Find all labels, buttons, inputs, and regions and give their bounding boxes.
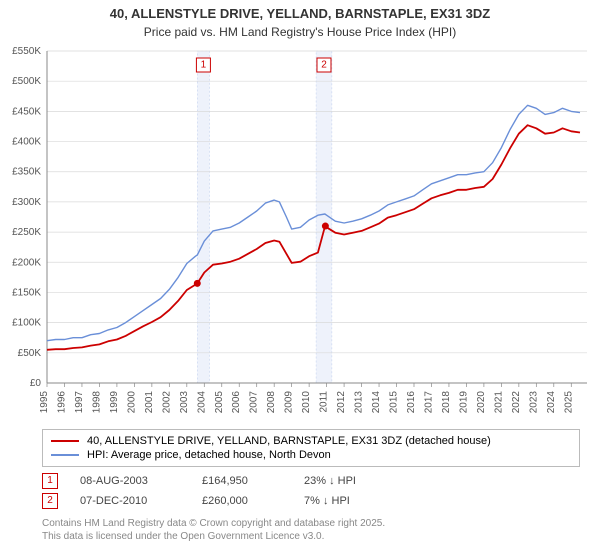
svg-text:1996: 1996 <box>56 390 67 413</box>
footer: Contains HM Land Registry data © Crown c… <box>42 517 580 543</box>
svg-text:2009: 2009 <box>284 390 295 413</box>
svg-text:2000: 2000 <box>126 390 137 413</box>
svg-text:2023: 2023 <box>528 390 539 413</box>
svg-text:1: 1 <box>201 59 207 70</box>
transaction-diff: 7% ↓ HPI <box>304 495 404 507</box>
transaction-table: 1 08-AUG-2003 £164,950 23% ↓ HPI 2 07-DE… <box>42 471 580 511</box>
svg-text:£400K: £400K <box>12 136 41 147</box>
svg-text:£100K: £100K <box>12 318 41 329</box>
transaction-diff: 23% ↓ HPI <box>304 475 404 487</box>
svg-text:2007: 2007 <box>249 390 260 413</box>
chart-title: 40, ALLENSTYLE DRIVE, YELLAND, BARNSTAPL… <box>0 0 600 25</box>
svg-text:2022: 2022 <box>511 390 522 413</box>
svg-text:2013: 2013 <box>354 390 365 413</box>
svg-text:2017: 2017 <box>423 390 434 413</box>
footer-line: This data is licensed under the Open Gov… <box>42 530 580 543</box>
svg-text:2003: 2003 <box>179 390 190 413</box>
svg-text:2006: 2006 <box>231 390 242 413</box>
legend-label: 40, ALLENSTYLE DRIVE, YELLAND, BARNSTAPL… <box>87 435 491 447</box>
svg-text:2011: 2011 <box>319 390 330 412</box>
legend-row: HPI: Average price, detached house, Nort… <box>51 448 571 462</box>
svg-text:2010: 2010 <box>301 390 312 413</box>
svg-text:£350K: £350K <box>12 167 41 178</box>
transaction-marker: 2 <box>42 493 58 509</box>
svg-text:2016: 2016 <box>406 390 417 413</box>
svg-text:2015: 2015 <box>389 390 400 413</box>
svg-text:2002: 2002 <box>161 390 172 413</box>
svg-text:£150K: £150K <box>12 287 41 298</box>
svg-text:£300K: £300K <box>12 197 41 208</box>
legend-row: 40, ALLENSTYLE DRIVE, YELLAND, BARNSTAPL… <box>51 434 571 448</box>
transaction-row: 1 08-AUG-2003 £164,950 23% ↓ HPI <box>42 471 580 491</box>
transaction-price: £164,950 <box>202 475 282 487</box>
transaction-price: £260,000 <box>202 495 282 507</box>
svg-text:£550K: £550K <box>12 46 41 57</box>
svg-text:2020: 2020 <box>476 390 487 413</box>
svg-text:2012: 2012 <box>336 390 347 413</box>
svg-text:£200K: £200K <box>12 257 41 268</box>
svg-text:2001: 2001 <box>144 390 155 413</box>
svg-text:2008: 2008 <box>266 390 277 413</box>
svg-text:£50K: £50K <box>18 348 42 359</box>
legend-label: HPI: Average price, detached house, Nort… <box>87 449 331 461</box>
svg-text:£250K: £250K <box>12 227 41 238</box>
svg-text:2005: 2005 <box>214 390 225 413</box>
transaction-date: 07-DEC-2010 <box>80 495 180 507</box>
svg-text:£0: £0 <box>30 378 42 389</box>
transaction-marker: 1 <box>42 473 58 489</box>
legend-swatch <box>51 440 79 442</box>
svg-text:2: 2 <box>321 59 327 70</box>
legend: 40, ALLENSTYLE DRIVE, YELLAND, BARNSTAPL… <box>42 429 580 467</box>
chart-subtitle: Price paid vs. HM Land Registry's House … <box>0 25 600 45</box>
svg-text:2025: 2025 <box>563 390 574 413</box>
transaction-row: 2 07-DEC-2010 £260,000 7% ↓ HPI <box>42 491 580 511</box>
svg-text:2024: 2024 <box>546 390 557 413</box>
chart-area: £0 £50K £100K £150K £200K £250K £300K £350K £400… <box>5 45 595 425</box>
footer-line: Contains HM Land Registry data © Crown c… <box>42 517 580 530</box>
svg-text:1997: 1997 <box>74 390 85 413</box>
svg-text:£500K: £500K <box>12 76 41 87</box>
svg-text:2021: 2021 <box>493 390 504 413</box>
svg-text:1998: 1998 <box>91 390 102 413</box>
svg-text:2018: 2018 <box>441 390 452 413</box>
transaction-date: 08-AUG-2003 <box>80 475 180 487</box>
svg-text:2004: 2004 <box>196 390 207 413</box>
svg-text:£450K: £450K <box>12 106 41 117</box>
svg-text:2019: 2019 <box>458 390 469 413</box>
legend-swatch <box>51 454 79 456</box>
svg-text:1999: 1999 <box>109 390 120 413</box>
line-chart: £0 £50K £100K £150K £200K £250K £300K £350K £400… <box>5 45 595 425</box>
svg-text:2014: 2014 <box>371 390 382 413</box>
svg-text:1995: 1995 <box>39 390 50 413</box>
